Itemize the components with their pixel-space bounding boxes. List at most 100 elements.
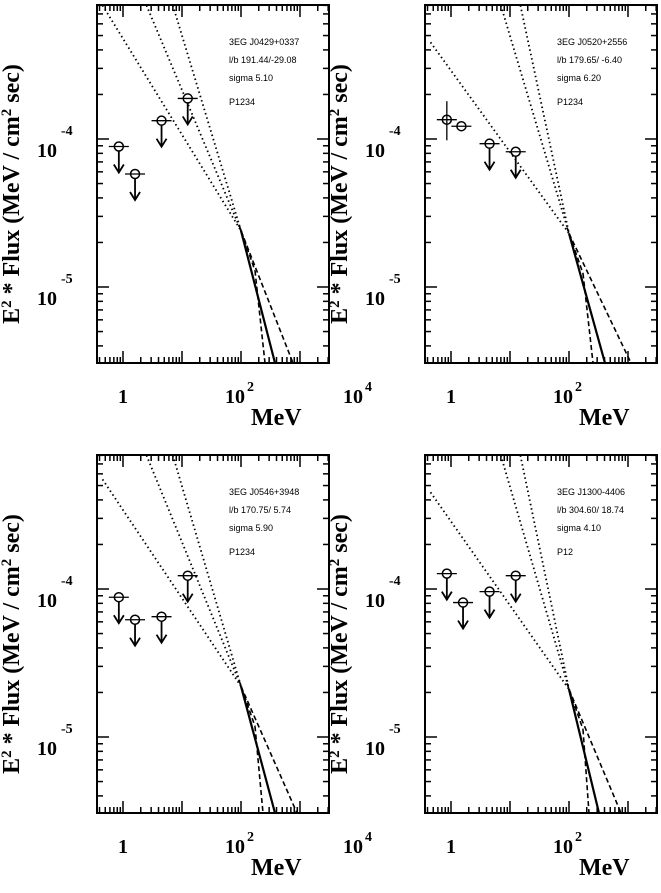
upper-limit-arrow-head (483, 161, 496, 172)
x-axis-label: MeV (251, 855, 302, 881)
x-tick-label-exponent: 2 (575, 380, 582, 395)
upper-limit-arrow-head (113, 614, 125, 625)
model-dotted-line (145, 455, 242, 687)
source-name: 3EG J0520+2556 (557, 37, 627, 47)
data-point (479, 586, 500, 620)
significance: sigma 6.20 (557, 73, 601, 83)
y-axis-label-part: 2 (0, 109, 15, 117)
x-tick-label: 1 (446, 836, 456, 858)
x-axis-label: MeV (251, 405, 302, 431)
y-tick-label-exponent: -5 (389, 272, 401, 287)
y-tick-label: 10 (365, 140, 385, 162)
x-axis-label: MeV (579, 405, 630, 431)
y-axis-label-part: * Flux (MeV / cm (327, 566, 353, 750)
data-point (108, 141, 129, 175)
x-tick-label: 10 (225, 386, 245, 408)
data-point (436, 568, 457, 602)
spectrum-lower-bound (582, 729, 590, 813)
x-axis-label: MeV (579, 855, 630, 881)
upper-limit-arrow-head (483, 609, 496, 620)
source-name: 3EG J1300-4406 (557, 487, 625, 497)
spectrum-upper-bound (568, 689, 622, 813)
source-name: 3EG J0429+0337 (229, 37, 299, 47)
model-dotted-line (519, 455, 570, 690)
y-tick-label-exponent: -4 (61, 124, 73, 139)
spectrum-fit-line (567, 233, 607, 363)
galactic-coords: l/b 304.60/ 18.74 (557, 505, 624, 515)
y-axis-label-part: E (327, 308, 353, 324)
y-tick-label: 10 (37, 738, 57, 760)
upper-limit-arrow-head (509, 169, 522, 180)
y-axis-label: E2 * Flux (MeV / cm2 sec) (0, 514, 25, 774)
upper-limit-arrow-head (129, 191, 141, 202)
upper-limit-arrow-head (457, 620, 469, 631)
x-tick-label: 1 (118, 836, 128, 858)
y-axis-label-part: sec) (0, 64, 25, 109)
x-tick-label: 10 (553, 836, 573, 858)
x-tick-label-exponent: 2 (575, 830, 582, 845)
y-axis-label-part: * Flux (MeV / cm (327, 116, 353, 300)
y-axis-label: E2 * Flux (MeV / cm2 sec) (0, 64, 25, 324)
data-point (436, 101, 457, 141)
viewing-periods: P1234 (229, 97, 255, 107)
y-axis-label-part: E (327, 758, 353, 774)
y-tick-label: 10 (365, 288, 385, 310)
data-point (177, 570, 198, 604)
y-axis-label-part: E (0, 758, 25, 774)
upper-limit-arrow-head (181, 593, 194, 604)
x-tick-label-exponent: 2 (247, 380, 254, 395)
data-point (479, 138, 500, 172)
spectrum-lower-bound (238, 680, 256, 727)
x-tick-label: 10 (553, 386, 573, 408)
spectrum-fit-line (239, 686, 277, 813)
x-tick-label-exponent: 4 (365, 830, 372, 845)
y-tick-label: 10 (365, 738, 385, 760)
galactic-coords: l/b 170.75/ 5.74 (229, 505, 291, 515)
significance: sigma 5.90 (229, 523, 273, 533)
y-tick-label-exponent: -4 (389, 574, 401, 589)
significance: sigma 5.10 (229, 73, 273, 83)
plot-frame (424, 4, 658, 364)
data-point (151, 611, 172, 645)
model-dotted-line (519, 5, 570, 234)
spectrum-upper-bound (240, 685, 298, 813)
model-dotted-line (499, 5, 570, 234)
upper-limit-arrow-head (155, 634, 168, 645)
y-axis-label-part: sec) (327, 514, 353, 559)
data-point (125, 168, 146, 202)
data-point (505, 146, 526, 180)
y-axis-label-part: 2 (0, 559, 15, 567)
x-tick-label: 10 (343, 386, 363, 408)
data-point (451, 120, 472, 132)
x-tick-label: 1 (446, 386, 456, 408)
model-dotted-line (499, 455, 570, 690)
y-axis-label-part: * Flux (MeV / cm (0, 116, 25, 300)
x-tick-label-exponent: 2 (247, 830, 254, 845)
y-axis-label-part: E (0, 308, 25, 324)
data-point (505, 570, 526, 604)
galactic-coords: l/b 179.65/ -6.40 (557, 55, 622, 65)
y-tick-label-exponent: -4 (389, 124, 401, 139)
y-axis-label-part: * Flux (MeV / cm (0, 566, 25, 750)
x-tick-label: 1 (118, 386, 128, 408)
model-dotted-line (101, 478, 242, 687)
data-point (125, 614, 146, 648)
y-axis-label: E2 * Flux (MeV / cm2 sec) (327, 514, 353, 774)
data-point (177, 93, 198, 127)
spectrum-lower-bound (254, 726, 264, 813)
y-tick-label-exponent: -5 (61, 272, 73, 287)
viewing-periods: P1234 (229, 547, 255, 557)
spectrum-fit-line (567, 689, 601, 813)
upper-limit-arrow-head (181, 115, 194, 127)
y-tick-label: 10 (37, 288, 57, 310)
data-point (453, 597, 474, 631)
data-point (151, 115, 172, 149)
y-axis-label-part: 2 (327, 750, 343, 758)
data-point (108, 591, 129, 625)
x-tick-label: 10 (225, 836, 245, 858)
y-axis-label-part: 2 (0, 750, 15, 758)
x-tick-label-exponent: 4 (365, 380, 372, 395)
